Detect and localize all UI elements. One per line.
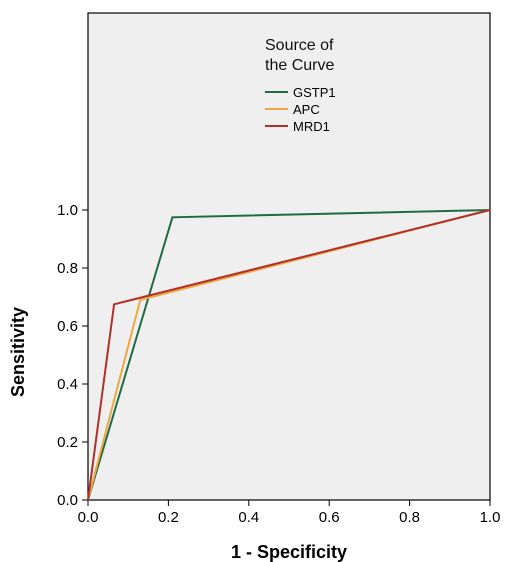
x-tick-label: 0.0 xyxy=(78,509,99,526)
x-tick-label: 0.6 xyxy=(319,509,340,526)
series-line-mrd1 xyxy=(87,209,491,501)
series-lines xyxy=(87,209,491,501)
plot-area xyxy=(87,12,491,501)
x-tick-label: 0.8 xyxy=(399,509,420,526)
legend: Source of the Curve GSTP1 APC MRD1 xyxy=(265,37,336,134)
legend-label-mrd1: MRD1 xyxy=(293,119,330,134)
x-tick-label: 1.0 xyxy=(480,509,501,526)
legend-title-line2: the Curve xyxy=(265,57,334,74)
y-tick-label: 0.6 xyxy=(57,318,78,335)
legend-label-apc: APC xyxy=(293,102,320,117)
y-tick-label: 0.8 xyxy=(57,260,78,277)
y-tick-label: 0.0 xyxy=(57,492,78,509)
x-axis-title: 1 - Specificity xyxy=(231,542,347,562)
x-tick-label: 0.4 xyxy=(238,509,259,526)
y-tick-label: 0.4 xyxy=(57,376,78,393)
legend-label-gstp1: GSTP1 xyxy=(293,85,336,100)
y-tick-label: 1.0 xyxy=(57,202,78,219)
y-tick-label: 0.2 xyxy=(57,434,78,451)
y-axis: 0.0 0.2 0.4 0.6 0.8 1.0 xyxy=(57,202,88,509)
series-line-gstp1 xyxy=(87,209,491,501)
y-axis-title: Sensitivity xyxy=(8,307,28,397)
x-axis: 0.0 0.2 0.4 0.6 0.8 1.0 xyxy=(78,500,501,526)
legend-title-line1: Source of xyxy=(265,37,334,54)
x-tick-label: 0.2 xyxy=(158,509,179,526)
